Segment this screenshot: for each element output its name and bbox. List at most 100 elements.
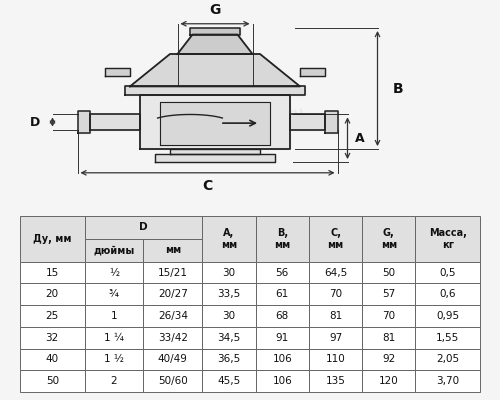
Text: G,
мм: G, мм: [380, 228, 397, 250]
Text: 91: 91: [276, 333, 289, 343]
Text: 34,5: 34,5: [218, 333, 240, 343]
Bar: [20, 262, 84, 284]
Text: 64,5: 64,5: [324, 268, 347, 278]
Bar: [362, 262, 416, 284]
Text: 2,05: 2,05: [436, 354, 460, 364]
Text: 20: 20: [46, 289, 59, 299]
Bar: [144, 262, 203, 284]
Text: 40: 40: [46, 354, 59, 364]
Text: tecsy.ru: tecsy.ru: [244, 105, 306, 132]
Bar: [144, 305, 203, 327]
Text: 1 ¼: 1 ¼: [104, 333, 124, 343]
Polygon shape: [78, 111, 90, 133]
Polygon shape: [125, 86, 305, 95]
Bar: [309, 262, 362, 284]
Text: 20/27: 20/27: [158, 289, 188, 299]
Text: Масса,
кг: Масса, кг: [429, 228, 467, 250]
Bar: [20, 327, 84, 348]
Text: 97: 97: [329, 333, 342, 343]
Text: дюймы: дюймы: [94, 245, 134, 255]
Text: 3,70: 3,70: [436, 376, 460, 386]
Text: 2: 2: [110, 376, 117, 386]
Text: 36,5: 36,5: [218, 354, 240, 364]
Polygon shape: [160, 102, 270, 145]
Text: С,
мм: С, мм: [328, 228, 344, 250]
Text: 0,95: 0,95: [436, 311, 460, 321]
Text: 1 ½: 1 ½: [104, 354, 124, 364]
Bar: [202, 216, 256, 262]
Bar: [202, 305, 256, 327]
Text: G: G: [210, 3, 220, 17]
Bar: [20, 348, 84, 370]
Text: ½: ½: [109, 268, 119, 278]
Bar: [256, 305, 309, 327]
Bar: [20, 370, 84, 392]
Bar: [84, 348, 144, 370]
Text: 30: 30: [222, 268, 235, 278]
Text: 50/60: 50/60: [158, 376, 188, 386]
Text: 50: 50: [382, 268, 396, 278]
Text: 50: 50: [46, 376, 59, 386]
Text: А,
мм: А, мм: [221, 228, 237, 250]
Polygon shape: [130, 54, 300, 86]
Bar: [362, 327, 416, 348]
Bar: [309, 327, 362, 348]
Bar: [84, 327, 144, 348]
Polygon shape: [290, 114, 325, 130]
Bar: [362, 305, 416, 327]
Bar: [144, 284, 203, 305]
Bar: [20, 216, 84, 262]
Bar: [362, 348, 416, 370]
Text: 106: 106: [272, 354, 292, 364]
Text: 0,5: 0,5: [440, 268, 456, 278]
Text: 25: 25: [46, 311, 59, 321]
Bar: [416, 216, 480, 262]
Bar: [202, 370, 256, 392]
Text: 0,6: 0,6: [440, 289, 456, 299]
Bar: [416, 262, 480, 284]
Bar: [309, 305, 362, 327]
Text: 68: 68: [276, 311, 289, 321]
Text: 120: 120: [379, 376, 398, 386]
Bar: [256, 327, 309, 348]
Bar: [84, 370, 144, 392]
Text: 45,5: 45,5: [218, 376, 240, 386]
Bar: [84, 305, 144, 327]
Text: D: D: [139, 222, 147, 232]
Polygon shape: [190, 28, 240, 34]
Bar: [84, 262, 144, 284]
Bar: [416, 370, 480, 392]
Bar: [202, 284, 256, 305]
Text: 61: 61: [276, 289, 289, 299]
Text: 135: 135: [326, 376, 345, 386]
Bar: [256, 216, 309, 262]
Bar: [144, 370, 203, 392]
Bar: [309, 284, 362, 305]
Bar: [256, 262, 309, 284]
Bar: [20, 284, 84, 305]
Polygon shape: [178, 34, 252, 54]
Text: B: B: [392, 82, 403, 96]
Bar: [362, 216, 416, 262]
Bar: [416, 327, 480, 348]
Bar: [256, 348, 309, 370]
Text: 1,55: 1,55: [436, 333, 460, 343]
Bar: [362, 284, 416, 305]
Text: 81: 81: [329, 311, 342, 321]
Text: 1: 1: [110, 311, 117, 321]
Polygon shape: [325, 111, 338, 133]
Bar: [256, 284, 309, 305]
Text: 106: 106: [272, 376, 292, 386]
Bar: [20, 305, 84, 327]
Text: D: D: [30, 116, 40, 128]
Bar: [416, 284, 480, 305]
Text: ¾: ¾: [109, 289, 119, 299]
Text: 32: 32: [46, 333, 59, 343]
Text: 56: 56: [276, 268, 289, 278]
Text: 110: 110: [326, 354, 345, 364]
Text: 33/42: 33/42: [158, 333, 188, 343]
Bar: [202, 348, 256, 370]
Bar: [144, 327, 203, 348]
Text: C: C: [202, 179, 212, 193]
Text: 81: 81: [382, 333, 396, 343]
